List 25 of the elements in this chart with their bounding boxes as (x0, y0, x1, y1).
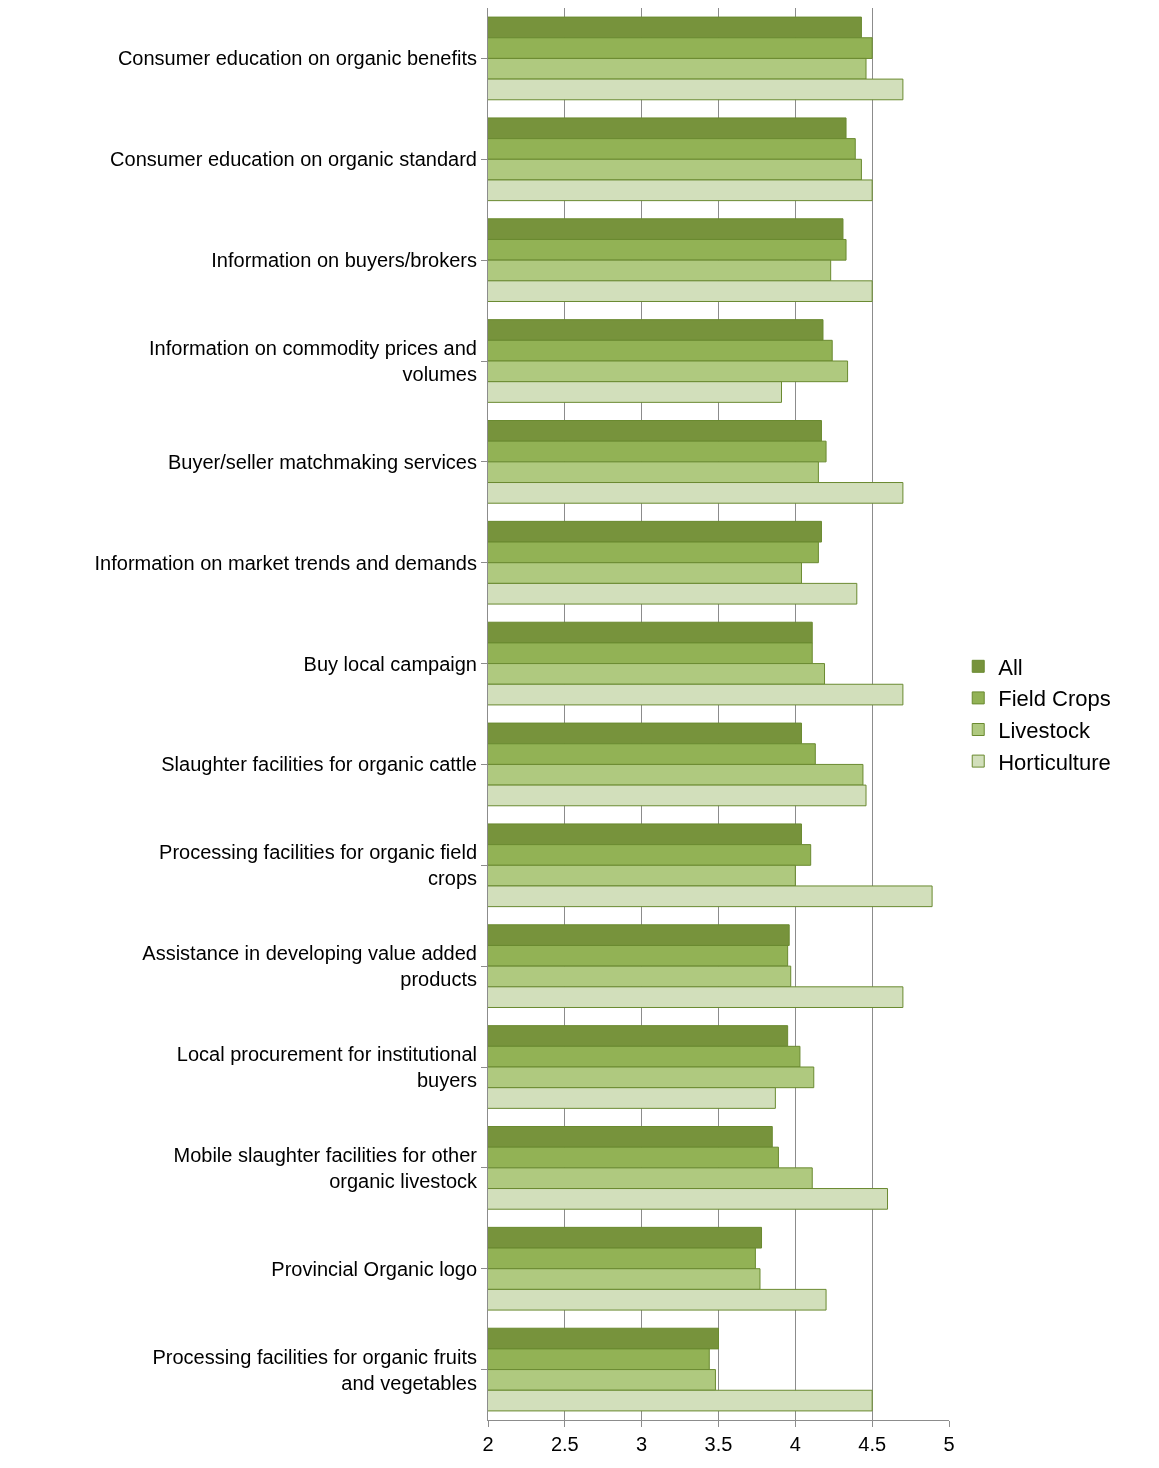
y-tick-label: Information on commodity prices and volumes (149, 337, 477, 385)
y-tick-label: Processing facilities for organic field crops (159, 841, 477, 890)
y-tick-label: Information on buyers/brokers (211, 249, 477, 272)
y-tick-label: Buyer/seller matchmaking services (168, 450, 477, 473)
x-tick-label: 3 (636, 1433, 648, 1455)
x-tick-label: 3.5 (704, 1433, 733, 1455)
y-tick-label: Local procurement for institutional buyers (176, 1043, 477, 1091)
x-tick-label: 2.5 (550, 1433, 579, 1455)
legend-label: Livestock (998, 718, 1091, 744)
y-tick-label: Provincial Organic logo (271, 1257, 477, 1280)
y-tick-label: Information on market trends and demands (94, 551, 477, 574)
legend-label: All (998, 654, 1023, 680)
legend-label: Field Crops (998, 686, 1111, 712)
y-tick-label: Slaughter facilities for organic cattle (161, 753, 477, 776)
x-tick-label: 4 (789, 1433, 801, 1455)
x-tick-label: 2 (482, 1433, 494, 1455)
x-tick-label: 4.5 (858, 1433, 887, 1455)
y-tick-label: Assistance in developing value added products (142, 942, 477, 991)
x-tick-label: 5 (943, 1433, 955, 1455)
y-tick-label: Consumer education on organic benefits (117, 47, 477, 70)
y-tick-label: Processing facilities for organic fruits and vegetables (152, 1345, 477, 1394)
y-tick-label: Mobile slaughter facilities for other organic livestock (173, 1143, 478, 1192)
y-tick-label: Buy local campaign (303, 652, 477, 675)
y-tick-label: Consumer education on organic standard (110, 148, 477, 171)
legend-label: Horticulture (998, 749, 1111, 775)
